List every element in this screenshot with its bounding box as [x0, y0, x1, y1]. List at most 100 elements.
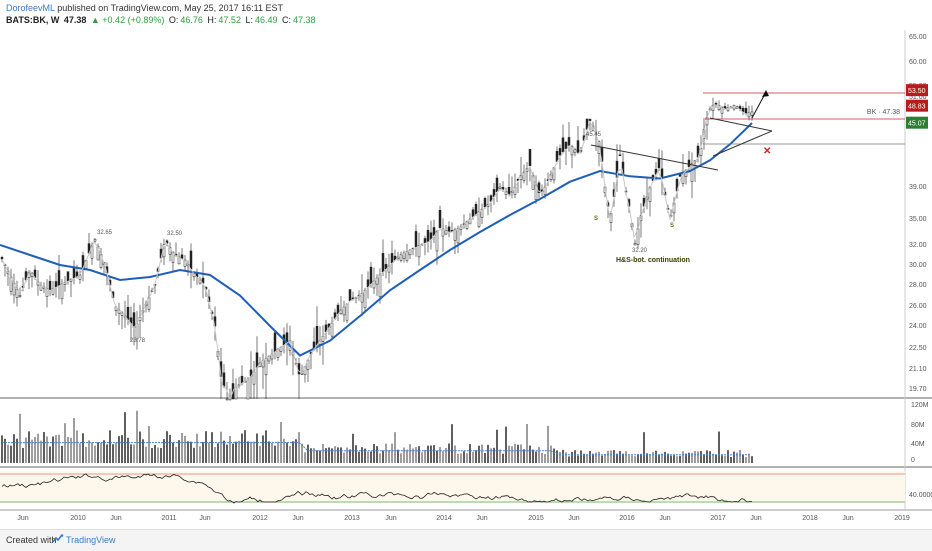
time-tick-label: Jun: [385, 515, 396, 522]
volume-bar: [25, 437, 27, 463]
candle-body: [570, 146, 574, 156]
volume-bar: [319, 450, 321, 463]
volume-bar: [736, 452, 738, 463]
volume-bar: [382, 450, 384, 463]
chart-canvas[interactable]: 65.0060.0055.0051.0048.0045.0039.0035.00…: [0, 0, 932, 529]
volume-bar: [580, 450, 582, 463]
tradingview-brand[interactable]: TradingView: [66, 535, 116, 545]
candle-body: [585, 118, 589, 130]
candle-body: [402, 252, 406, 259]
volume-bar: [364, 448, 366, 463]
volume-tick-label: 120M: [911, 402, 929, 409]
volume-bar: [607, 450, 609, 463]
volume-bar: [550, 445, 552, 463]
candle-body: [456, 228, 460, 244]
volume-bar: [214, 446, 216, 463]
price-tick-label: 60.00: [909, 59, 927, 66]
publish-line: DorofeevML published on TradingView.com,…: [6, 3, 283, 13]
volume-ma-line: [2, 442, 749, 456]
price-tick-label: 22.50: [909, 345, 927, 352]
volume-bar: [286, 442, 288, 463]
chart-header: DorofeevML published on TradingView.com,…: [0, 0, 932, 28]
candle-body: [717, 105, 721, 110]
volume-bar: [301, 443, 303, 463]
candle-body: [255, 352, 259, 368]
moving-average-line: [0, 122, 753, 357]
price-pane[interactable]: [0, 30, 932, 398]
volume-bar: [121, 435, 123, 463]
volume-bar: [748, 453, 750, 463]
volume-bar: [127, 437, 129, 463]
candle-body: [495, 177, 499, 193]
volume-bar: [700, 451, 702, 463]
volume-bar: [622, 453, 624, 463]
candle-body: [555, 150, 559, 162]
volume-bar: [40, 440, 42, 463]
time-axis-ticks: Jun 2010 Jun 2011 Jun 2012 Jun 2013 Jun 2014 Jun 20…: [17, 515, 910, 522]
candle-body: [363, 290, 367, 309]
candle-body: [501, 186, 505, 190]
candle-body: [135, 323, 139, 340]
candle-body: [48, 280, 52, 291]
candle-body: [561, 137, 565, 153]
volume-bar: [619, 451, 621, 463]
candle-body: [435, 231, 439, 252]
created-with-text: Created with: [6, 535, 57, 545]
price-label-text: BK · 47.38: [867, 109, 900, 116]
volume-bar: [496, 429, 498, 463]
volume-bar: [151, 447, 153, 463]
volume-bar: [646, 453, 648, 463]
volume-bar: [691, 452, 693, 463]
candle-body: [381, 253, 385, 273]
volume-bar: [457, 453, 459, 463]
volume-bar: [556, 450, 558, 463]
volume-bar: [46, 436, 48, 463]
volume-bar: [718, 431, 720, 463]
volume-bar: [379, 453, 381, 463]
candle-body: [471, 209, 475, 217]
annotation-label: H&S-bot. continuation: [616, 257, 690, 264]
volume-bar: [658, 454, 660, 463]
volume-bar: [196, 433, 198, 463]
volume-bar: [199, 446, 201, 463]
neckline: [590, 144, 719, 171]
volume-bar: [316, 450, 318, 463]
time-tick-label: Jun: [750, 515, 761, 522]
chart-annotations: 32.65 32.50 23.78 45.45 32.20 S S H&S-bot. cont…: [97, 132, 690, 344]
volume-bar: [262, 435, 264, 463]
volume-bar: [730, 456, 732, 463]
volume-bar: [100, 442, 102, 463]
volume-bar: [367, 451, 369, 463]
volume-bar: [451, 424, 453, 463]
volume-bar: [535, 451, 537, 463]
volume-bar: [397, 449, 399, 463]
volume-bar: [733, 451, 735, 463]
volume-bar: [70, 437, 72, 463]
volume-bar: [547, 425, 549, 463]
volume-bar: [154, 444, 156, 463]
time-tick-label: Jun: [659, 515, 670, 522]
volume-bar: [73, 418, 75, 463]
volume-bar: [202, 442, 204, 463]
volume-bar: [682, 451, 684, 463]
candle-body: [297, 363, 301, 375]
volume-bar: [514, 443, 516, 463]
candle-body: [441, 228, 445, 237]
candle-body: [432, 227, 436, 236]
candle-body: [72, 267, 76, 279]
volume-bar: [523, 449, 525, 463]
time-tick-label: Jun: [199, 515, 210, 522]
price-tick-label: 26.00: [909, 303, 927, 310]
volume-bar: [400, 453, 402, 463]
volume-tick-label: 0: [911, 457, 915, 464]
volume-bar: [193, 447, 195, 463]
volume-bar: [526, 424, 528, 463]
volume-bar: [292, 441, 294, 463]
candle-body: [93, 239, 97, 242]
candle-body: [426, 230, 430, 242]
volume-bar: [277, 441, 279, 463]
volume-bar: [751, 456, 753, 463]
author-link[interactable]: DorofeevML: [6, 3, 55, 13]
last-price: 47.38: [63, 15, 87, 25]
volume-bar: [295, 439, 297, 463]
